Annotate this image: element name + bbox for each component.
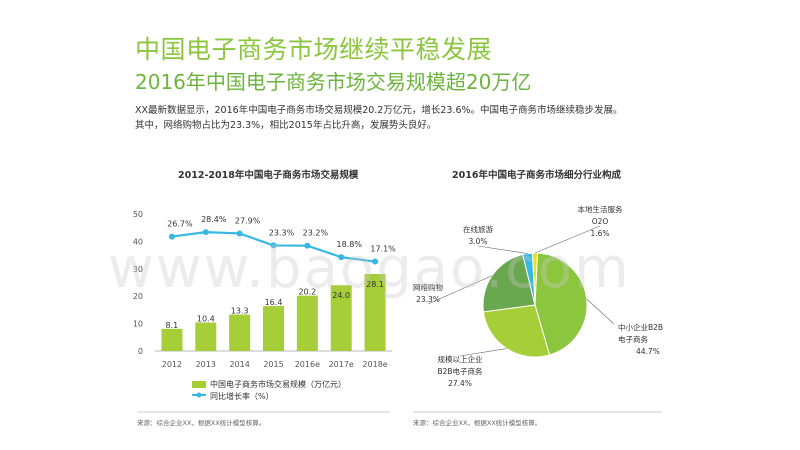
y-tick-label: 50 [133,210,143,219]
bar [229,314,251,351]
pie-leader-line [459,348,507,357]
bar-chart-title: 2012-2018年中国电子商务市场交易规模 [178,170,359,181]
bar-value-label: 16.4 [265,298,283,307]
growth-rate-point [202,229,209,236]
pie-leader-line [586,298,615,325]
x-tick-label: 2017e [329,360,354,369]
summary-text: XX最新数据显示，2016年中国电子商务市场交易规模20.2万亿元，增长23.6… [135,103,695,133]
summary-line-2: 其中，网络购物占比为23.3%，相比2015年占比升高，发展势头良好。 [135,120,437,131]
x-tick-label: 2013 [196,360,216,369]
bar [263,306,284,351]
pie-slice [482,253,536,313]
pie-slice-percent: 44.7% [636,347,660,356]
pie-leader-line [477,245,528,254]
growth-rate-label: 27.9% [235,216,261,225]
y-tick-label: 0 [138,347,143,356]
pie-slice-label: 电子商务 [618,334,648,344]
legend-bar-label: 中国电子商务市场交易规模（万亿元） [210,379,346,389]
bar-value-label: 8.1 [166,321,179,330]
pie-slice [482,304,551,358]
growth-rate-point [236,230,243,237]
bar-value-label: 13.3 [231,307,249,316]
bar-value-label: 20.2 [298,288,316,297]
growth-rate-point [372,258,379,265]
page-title: 中国电子商务市场继续平稳发展 [135,35,493,64]
pie-slice-percent: 3.0% [468,237,487,246]
legend-line-label: 同比增长率（%） [210,391,274,401]
growth-rate-label: 23.3% [269,228,295,237]
pie-slice-label: 中小企业B2B [618,322,663,332]
bar [296,295,318,351]
x-tick-label: 2015 [263,360,283,369]
bar-chart-source: 来源：综合企业XX，根据XX统计模型核算。 [137,419,266,427]
bar [364,274,386,351]
pie-slice-label: 网络购物 [413,282,443,292]
growth-rate-label: 26.7% [167,220,193,229]
y-tick-label: 20 [133,292,143,301]
bar-value-label: 10.4 [197,315,215,324]
x-tick-label: 2016e [295,360,320,369]
growth-rate-point [338,254,345,261]
growth-rate-point [270,242,277,249]
pie-leader-line [427,275,493,305]
growth-rate-label: 28.4% [201,215,227,224]
pie-leader-line [534,225,601,254]
pie-chart-title: 2016年中国电子商务市场细分行业构成 [452,170,621,181]
x-tick-label: 2018e [362,360,387,369]
pie-slice-percent: 27.4% [448,379,472,388]
bar [161,328,183,351]
growth-rate-point [304,242,311,249]
pie-slice-label: O2O [592,217,609,226]
bar-value-label: 28.1 [366,280,384,289]
growth-rate-label: 17.1% [370,245,396,254]
growth-rate-label: 23.2% [303,229,329,238]
pie-slice-percent: 23.3% [416,295,440,304]
pie-slice [534,252,588,356]
watermark: www.baogao.com [108,236,631,301]
x-tick-label: 2014 [229,360,249,369]
y-tick-label: 40 [133,237,143,246]
pie-slice-percent: 1.6% [590,229,609,238]
growth-rate-label: 18.8% [337,240,363,249]
bar [195,322,217,351]
y-tick-label: 30 [133,265,143,274]
legend-line-marker [196,392,202,398]
pie-slice-label: 规模以上企业 [438,354,483,364]
y-tick-label: 10 [133,320,143,329]
bar-value-label: 24.0 [332,291,350,300]
summary-line-1: XX最新数据显示，2016年中国电子商务市场交易规模20.2万亿元，增长23.6… [135,105,623,116]
growth-rate-point [168,233,175,240]
page-subtitle: 2016年中国电子商务市场交易规模超20万亿 [135,70,532,94]
pie-slice-label: B2B电子商务 [437,366,483,376]
pie-chart-source: 来源：综合企业XX，根据XX统计模型核算。 [413,419,542,427]
x-tick-label: 2012 [162,360,182,369]
pie-slice-label: 本地生活服务 [578,204,623,214]
pie-slice-label: 在线旅游 [463,224,493,234]
legend-bar-swatch [192,381,206,388]
bar [330,285,352,351]
